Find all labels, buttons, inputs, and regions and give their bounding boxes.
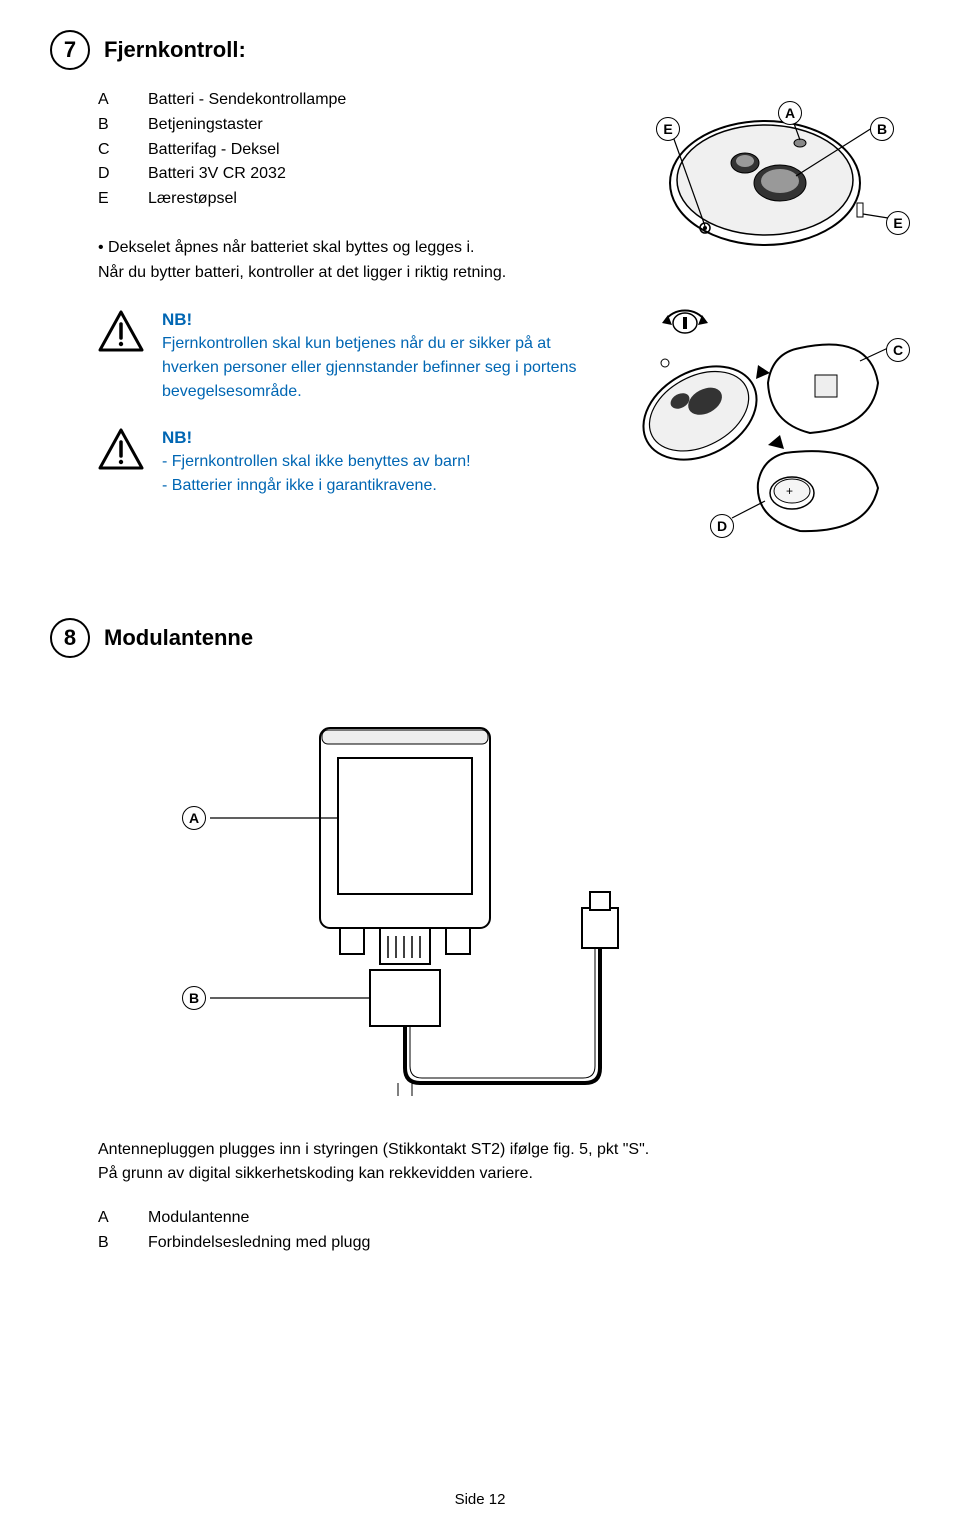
note-text: • Dekselet åpnes når batteriet skal bytt… <box>98 236 580 286</box>
nb-line: - Batterier inngår ikke i garantikravene… <box>162 474 471 498</box>
parts-list-8: A Modulantenne B Forbindelsesledning med p… <box>98 1206 910 1256</box>
parts-list-7: A Batteri - Sendekontrollampe B Betjenings… <box>98 88 580 212</box>
section-7-header: 7 Fjernkontroll: <box>50 30 910 70</box>
part-label: Forbindelsesledning med plugg <box>148 1231 370 1256</box>
callout-E: E <box>886 211 910 235</box>
callout-A: A <box>182 806 206 830</box>
callout-B: B <box>870 117 894 141</box>
part-key: B <box>98 113 112 138</box>
part-key: E <box>98 187 112 212</box>
warning-icon <box>98 310 144 352</box>
step-number-7: 7 <box>50 30 90 70</box>
section-7-title: Fjernkontroll: <box>104 37 246 63</box>
warning-block-2: NB! - Fjernkontrollen skal ikke benyttes… <box>98 428 580 498</box>
section-7: 7 Fjernkontroll: A Batteri - Sendekontrol… <box>50 30 910 558</box>
nb-title: NB! <box>162 428 471 448</box>
callout-E: E <box>656 117 680 141</box>
section-8-title: Modulantenne <box>104 625 253 651</box>
part-label: Modulantenne <box>148 1206 249 1231</box>
section-8-header: 8 Modulantenne <box>50 618 910 658</box>
part-key: A <box>98 88 112 113</box>
module-antenna-illustration: A B <box>140 688 660 1108</box>
callout-D: D <box>710 514 734 538</box>
section-7-illustrations: E A B E <box>610 88 910 558</box>
part-label: Lærestøpsel <box>148 187 237 212</box>
part-key: B <box>98 1231 112 1256</box>
part-label: Batteri 3V CR 2032 <box>148 162 286 187</box>
step-number-8: 8 <box>50 618 90 658</box>
part-label: Batterifag - Deksel <box>148 138 280 163</box>
part-key: C <box>98 138 112 163</box>
footer-line: Antennepluggen plugges inn i styringen (… <box>98 1138 910 1162</box>
warning-block-1: NB! Fjernkontrollen skal kun betjenes nå… <box>98 310 580 404</box>
svg-text:+: + <box>786 484 793 498</box>
warning-icon <box>98 428 144 470</box>
callout-C: C <box>886 338 910 362</box>
part-label: Betjeningstaster <box>148 113 263 138</box>
remote-illustration-top <box>610 88 910 278</box>
callout-A: A <box>778 101 802 125</box>
note-line: Når du bytter batteri, kontroller at det… <box>98 261 580 286</box>
section-8: 8 Modulantenne <box>50 618 910 1256</box>
part-label: Batteri - Sendekontrollampe <box>148 88 346 113</box>
nb-title: NB! <box>162 310 580 330</box>
part-key: A <box>98 1206 112 1231</box>
nb-body: - Fjernkontrollen skal ikke benyttes av … <box>162 450 471 498</box>
section-7-text: A Batteri - Sendekontrollampe B Betjenings… <box>50 88 580 558</box>
section-8-footer-text: Antennepluggen plugges inn i styringen (… <box>98 1138 910 1186</box>
nb-line: - Fjernkontrollen skal ikke benyttes av … <box>162 450 471 474</box>
nb-body: Fjernkontrollen skal kun betjenes når du… <box>162 332 580 404</box>
page-number: Side 12 <box>0 1491 960 1508</box>
part-key: D <box>98 162 112 187</box>
callout-B: B <box>182 986 206 1010</box>
note-line: • Dekselet åpnes når batteriet skal bytt… <box>98 236 580 261</box>
remote-illustration-exploded: + <box>610 293 910 553</box>
footer-line: På grunn av digital sikkerhetskoding kan… <box>98 1162 910 1186</box>
